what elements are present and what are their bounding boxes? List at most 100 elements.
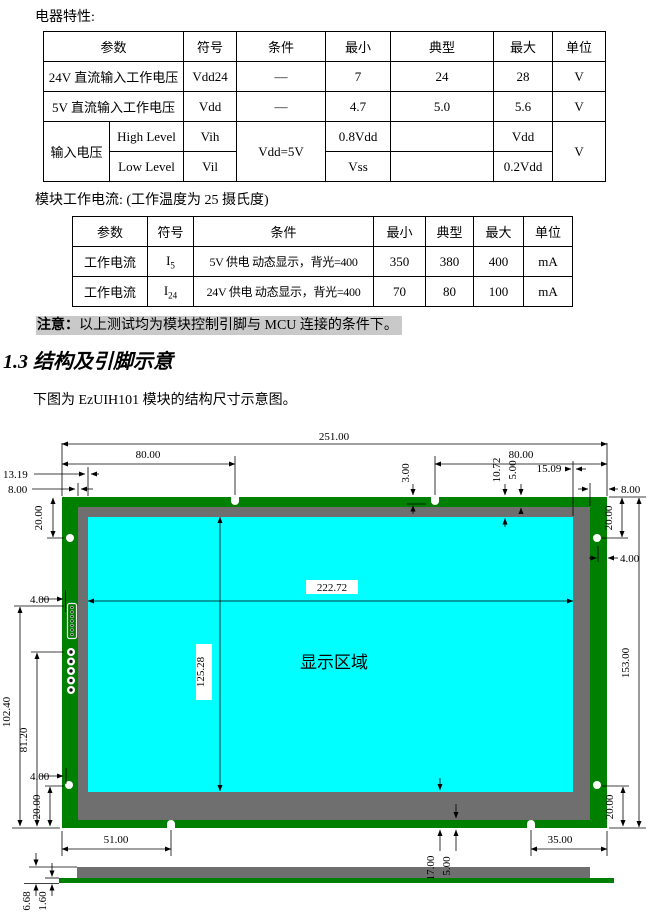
symbol-subscript: 24 bbox=[168, 290, 178, 301]
dim-display-height: 125.28 bbox=[195, 656, 207, 687]
dim-top-hole-left: 80.00 bbox=[136, 449, 161, 461]
col-header-symbol: 符号 bbox=[183, 31, 238, 62]
cell: 0.8Vdd bbox=[325, 121, 392, 152]
dim-pcb-thickness: 1.60 bbox=[37, 891, 49, 911]
cell bbox=[390, 151, 495, 182]
cell: 输入电压 bbox=[43, 121, 110, 182]
dim-hole-inset-left: 4.00 bbox=[30, 771, 50, 783]
cell: 28 bbox=[493, 61, 554, 92]
dim-bezel-to-display-top: 5.00 bbox=[507, 460, 519, 480]
display-active-area bbox=[88, 517, 573, 792]
table-header-row: 参数 符号 条件 最小 典型 最大 单位 bbox=[42, 31, 607, 62]
cell: 4.7 bbox=[325, 91, 392, 122]
cell: 350 bbox=[373, 246, 426, 277]
table-row: Low Level Vil Vss 0.2Vdd bbox=[44, 151, 606, 182]
cell: Vil bbox=[183, 151, 238, 182]
cell: 70 bbox=[373, 276, 426, 307]
dim-hole-top-right: 20.00 bbox=[603, 505, 615, 530]
notice-line: 注意：以上测试均为模块控制引脚与 MCU 连接的条件下。 bbox=[36, 314, 402, 335]
side-view-bezel bbox=[77, 867, 590, 878]
cell bbox=[390, 121, 495, 152]
dim-display-width: 222.72 bbox=[317, 582, 347, 594]
table-row: 工作电流 I5 5V 供电 动态显示，背光=400 350 380 400 mA bbox=[72, 246, 573, 277]
col-header-max: 最大 bbox=[473, 216, 524, 247]
cell: 24 bbox=[390, 61, 495, 92]
label-backing bbox=[196, 644, 212, 700]
notice-label: 注意： bbox=[37, 318, 79, 333]
cell: V bbox=[552, 121, 607, 182]
col-header-condition: 条件 bbox=[236, 31, 327, 62]
col-header-param: 参数 bbox=[42, 31, 185, 62]
dim-bezel-inset-right: 8.00 bbox=[621, 484, 641, 496]
cell: — bbox=[236, 91, 327, 122]
module-dimension-drawing: 251.00 80.00 80.00 15.09 13.19 8.00 8.00… bbox=[1, 431, 646, 911]
cell: 7 bbox=[325, 61, 392, 92]
cell: Vdd bbox=[493, 121, 554, 152]
dim-display-to-right-edge: 15.09 bbox=[537, 463, 562, 475]
mounting-holes bbox=[65, 497, 601, 828]
dim-notch-depth: 3.00 bbox=[400, 463, 412, 483]
electrical-characteristics-table: 参数 符号 条件 最小 典型 最大 单位 24V 直流输入工作电压 Vdd24 … bbox=[42, 31, 607, 182]
programming-connector bbox=[66, 602, 78, 640]
dim-total-thickness: 6.68 bbox=[21, 891, 33, 911]
symbol-base: I bbox=[166, 252, 171, 268]
side-view-pcb bbox=[59, 878, 614, 883]
col-header-param: 参数 bbox=[72, 216, 148, 247]
dim-bottom-hole-right: 35.00 bbox=[548, 834, 573, 846]
dim-hole-bottom-right: 20.00 bbox=[604, 794, 616, 819]
cell: 5.6 bbox=[493, 91, 554, 122]
electrical-characteristics-title: 电器特性: bbox=[35, 10, 95, 25]
dim-hole-top-left: 20.00 bbox=[33, 505, 45, 530]
display-area-label: 显示区域 bbox=[300, 653, 368, 672]
dim-bezel-inset-left: 8.00 bbox=[8, 484, 28, 496]
col-header-condition: 条件 bbox=[193, 216, 374, 247]
col-header-unit: 单位 bbox=[552, 31, 607, 62]
interface-pads bbox=[67, 648, 75, 694]
figure-caption: 下图为 EzUIH101 模块的结构尺寸示意图。 bbox=[33, 393, 297, 408]
cell: Vih bbox=[183, 121, 238, 152]
dim-hole-inset-right: 4.00 bbox=[620, 553, 640, 565]
dim-connector-inset: 4.00 bbox=[30, 594, 50, 606]
cell: Vdd=5V bbox=[236, 121, 327, 182]
table-row: 输入电压 High Level Vih Vdd=5V 0.8Vdd Vdd V bbox=[43, 121, 607, 182]
cell: 5.0 bbox=[390, 91, 495, 122]
symbol-base: I bbox=[163, 282, 169, 298]
cell: 24V 供电 动态显示，背光=400 bbox=[193, 276, 374, 307]
cell: 工作电流 bbox=[72, 246, 148, 277]
operating-current-table: 参数 符号 条件 最小 典型 最大 单位 工作电流 I5 5V 供电 动态显示，… bbox=[72, 216, 573, 307]
dim-overall-width: 251.00 bbox=[319, 431, 350, 443]
cell: Low Level bbox=[108, 151, 185, 182]
dimension-lines bbox=[12, 441, 646, 896]
symbol-subscript: 5 bbox=[170, 260, 175, 271]
cell-symbol: I24 bbox=[147, 276, 194, 307]
dim-bottom-hole-left: 51.00 bbox=[104, 834, 129, 846]
dim-top-to-display: 10.72 bbox=[491, 458, 503, 483]
dim-display-to-bottom: 17.00 bbox=[425, 855, 437, 880]
operating-current-title: 模块工作电流: (工作温度为 25 摄氏度) bbox=[35, 193, 269, 208]
col-header-unit: 单位 bbox=[523, 216, 573, 247]
dim-left-edge-to-display: 13.19 bbox=[3, 469, 28, 481]
dim-overall-height: 153.00 bbox=[620, 647, 632, 678]
col-header-typ: 典型 bbox=[390, 31, 495, 62]
cell: V bbox=[552, 91, 607, 122]
notice-highlight: 注意：以上测试均为模块控制引脚与 MCU 连接的条件下。 bbox=[36, 316, 402, 335]
dim-top-hole-right: 80.00 bbox=[509, 449, 534, 461]
dim-connector-to-bottom: 102.40 bbox=[1, 696, 13, 727]
cell: Vdd24 bbox=[183, 61, 238, 92]
cell: 100 bbox=[473, 276, 524, 307]
table-header-row: 参数 符号 条件 最小 典型 最大 单位 bbox=[72, 216, 573, 247]
col-header-symbol: 符号 bbox=[147, 216, 194, 247]
cell: 24V 直流输入工作电压 bbox=[42, 61, 185, 92]
cell-symbol: I5 bbox=[147, 246, 194, 277]
cell: mA bbox=[523, 276, 573, 307]
cell: 5V 供电 动态显示，背光=400 bbox=[193, 246, 374, 277]
cell: mA bbox=[523, 246, 573, 277]
col-header-min: 最小 bbox=[373, 216, 426, 247]
notice-body: 以上测试均为模块控制引脚与 MCU 连接的条件下。 bbox=[79, 318, 398, 333]
cell: V bbox=[552, 61, 607, 92]
section-heading: 1.3 结构及引脚示意 bbox=[3, 345, 173, 374]
label-backing bbox=[306, 580, 358, 594]
module-side-view bbox=[59, 867, 614, 883]
table-row: 工作电流 I24 24V 供电 动态显示，背光=400 70 80 100 mA bbox=[72, 276, 573, 307]
cell: High Level bbox=[108, 121, 185, 152]
